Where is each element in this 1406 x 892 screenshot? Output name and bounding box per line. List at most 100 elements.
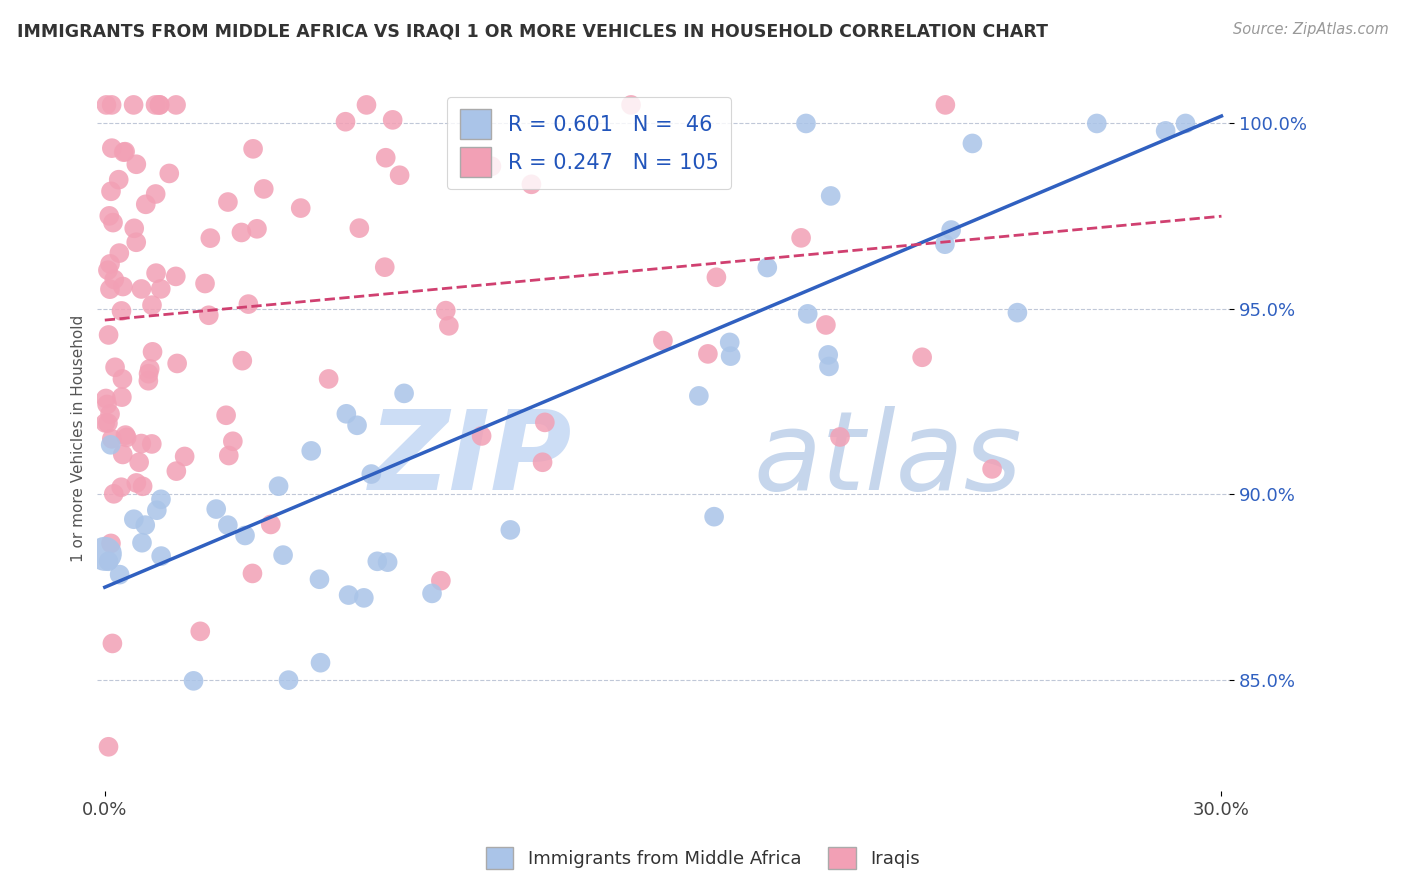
Point: [131, 282, 153, 296]
Point: [111, 447, 134, 461]
Point: [98, 257, 121, 271]
Point: [149, 98, 172, 112]
Legend: R = 0.601   N =  46, R = 0.247   N = 105: R = 0.601 N = 46, R = 0.247 N = 105: [447, 96, 731, 189]
Point: [349, 221, 371, 235]
Point: [353, 591, 375, 605]
Point: [381, 112, 404, 127]
Point: [420, 586, 443, 600]
Point: [233, 528, 256, 542]
Point: [253, 182, 276, 196]
Point: [756, 260, 779, 275]
Point: [166, 356, 188, 370]
Text: IMMIGRANTS FROM MIDDLE AFRICA VS IRAQI 1 OR MORE VEHICLES IN HOUSEHOLD CORRELATI: IMMIGRANTS FROM MIDDLE AFRICA VS IRAQI 1…: [17, 22, 1047, 40]
Point: [97, 739, 120, 754]
Point: [222, 434, 245, 449]
Point: [238, 297, 260, 311]
Point: [111, 390, 134, 404]
Point: [962, 136, 984, 151]
Point: [110, 480, 132, 494]
Point: [98, 407, 121, 421]
Point: [149, 492, 172, 507]
Point: [242, 142, 264, 156]
Point: [138, 367, 160, 381]
Point: [620, 98, 643, 112]
Point: [309, 656, 332, 670]
Point: [706, 270, 728, 285]
Point: [934, 237, 956, 252]
Point: [104, 360, 127, 375]
Point: [820, 189, 842, 203]
Point: [112, 145, 135, 160]
Point: [817, 348, 839, 362]
Point: [98, 282, 121, 296]
Point: [217, 518, 239, 533]
Point: [110, 304, 132, 318]
Point: [103, 487, 125, 501]
Point: [290, 201, 312, 215]
Text: atlas: atlas: [754, 407, 1022, 514]
Point: [145, 266, 167, 280]
Point: [94, 416, 117, 430]
Point: [197, 308, 219, 322]
Point: [108, 567, 131, 582]
Point: [388, 168, 411, 182]
Point: [134, 518, 156, 533]
Point: [703, 509, 725, 524]
Point: [183, 673, 205, 688]
Point: [101, 432, 124, 446]
Point: [696, 347, 718, 361]
Point: [818, 359, 841, 374]
Point: [1007, 305, 1029, 319]
Point: [149, 282, 172, 296]
Point: [335, 114, 357, 128]
Point: [194, 277, 217, 291]
Point: [200, 231, 222, 245]
Point: [138, 374, 160, 388]
Point: [107, 172, 129, 186]
Point: [111, 279, 134, 293]
Point: [101, 636, 124, 650]
Point: [148, 98, 170, 112]
Point: [790, 231, 813, 245]
Point: [125, 475, 148, 490]
Point: [242, 566, 264, 581]
Point: [471, 429, 494, 443]
Point: [122, 98, 145, 112]
Point: [260, 517, 283, 532]
Point: [277, 673, 299, 687]
Point: [114, 145, 136, 159]
Point: [218, 449, 240, 463]
Point: [267, 479, 290, 493]
Point: [520, 178, 543, 192]
Legend: Immigrants from Middle Africa, Iraqis: Immigrants from Middle Africa, Iraqis: [479, 839, 927, 876]
Text: ZIP: ZIP: [370, 407, 572, 514]
Point: [100, 438, 122, 452]
Point: [138, 361, 160, 376]
Point: [531, 455, 554, 469]
Point: [1085, 116, 1108, 130]
Point: [718, 335, 741, 350]
Point: [346, 418, 368, 433]
Point: [481, 159, 503, 173]
Point: [814, 318, 837, 332]
Point: [828, 430, 851, 444]
Point: [173, 450, 195, 464]
Point: [94, 547, 117, 561]
Point: [100, 98, 122, 112]
Point: [335, 407, 357, 421]
Point: [145, 186, 167, 201]
Point: [141, 344, 163, 359]
Point: [135, 197, 157, 211]
Point: [100, 184, 122, 198]
Point: [231, 353, 253, 368]
Point: [1154, 124, 1177, 138]
Point: [308, 572, 330, 586]
Point: [374, 260, 396, 275]
Text: Source: ZipAtlas.com: Source: ZipAtlas.com: [1233, 22, 1389, 37]
Point: [366, 554, 388, 568]
Point: [231, 226, 253, 240]
Point: [101, 141, 124, 155]
Point: [131, 479, 153, 493]
Point: [115, 430, 138, 444]
Point: [165, 98, 187, 112]
